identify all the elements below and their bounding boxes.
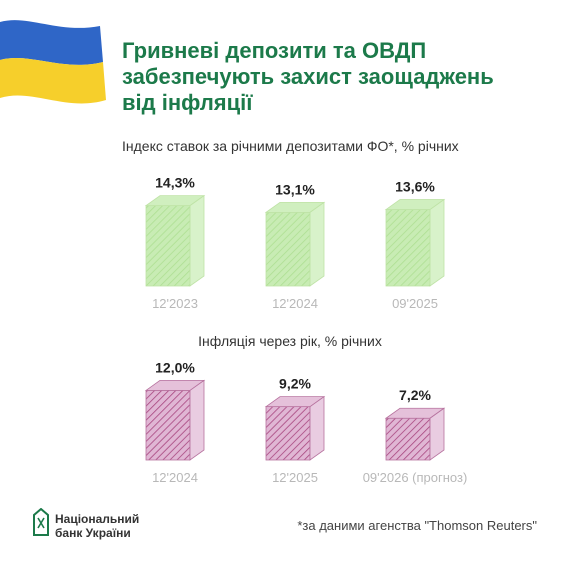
bank-name: Національний банк України xyxy=(55,512,139,540)
inflation-bar xyxy=(384,407,446,461)
bank-name-line-1: Національний xyxy=(55,512,140,526)
inflation-category-label: 12'2024 xyxy=(152,470,198,485)
deposit-value-label: 13,6% xyxy=(395,179,435,195)
inflation-chart-title: Інфляція через рік, % річних xyxy=(198,333,382,349)
bank-name-line-2: банк України xyxy=(55,526,131,540)
inflation-value-label: 9,2% xyxy=(279,376,311,392)
inflation-bar xyxy=(264,395,326,461)
nbu-logo-icon xyxy=(33,508,49,536)
deposit-category-label: 09'2025 xyxy=(392,296,438,311)
headline-line-2: забезпечують захист заощаджень xyxy=(122,64,494,89)
source-note: *за даними агенства "Thomson Reuters" xyxy=(297,518,537,533)
deposit-bar xyxy=(144,194,206,287)
inflation-value-label: 12,0% xyxy=(155,359,195,375)
deposit-chart-title: Індекс ставок за річними депозитами ФО*,… xyxy=(122,138,459,154)
headline-line-3: від інфляції xyxy=(122,90,253,115)
deposit-rates-chart: Індекс ставок за річними депозитами ФО*,… xyxy=(122,138,459,311)
headline-line-1: Гривневі депозити та ОВДП xyxy=(122,38,427,63)
inflation-category-label: 09'2026 (прогноз) xyxy=(363,470,468,485)
inflation-category-label: 12'2025 xyxy=(272,470,318,485)
deposit-bar xyxy=(264,201,326,287)
deposit-value-label: 13,1% xyxy=(275,181,315,197)
deposit-category-label: 12'2024 xyxy=(272,296,318,311)
deposit-bar xyxy=(384,198,446,287)
deposit-value-label: 14,3% xyxy=(155,175,195,191)
inflation-bar xyxy=(144,379,206,461)
inflation-value-label: 7,2% xyxy=(399,387,431,403)
ukraine-flag-icon xyxy=(0,20,106,104)
charts-area: Індекс ставок за річними депозитами ФО*,… xyxy=(122,138,468,485)
deposit-category-label: 12'2023 xyxy=(152,296,198,311)
headline: Гривневі депозити та ОВДП забезпечують з… xyxy=(122,38,542,116)
